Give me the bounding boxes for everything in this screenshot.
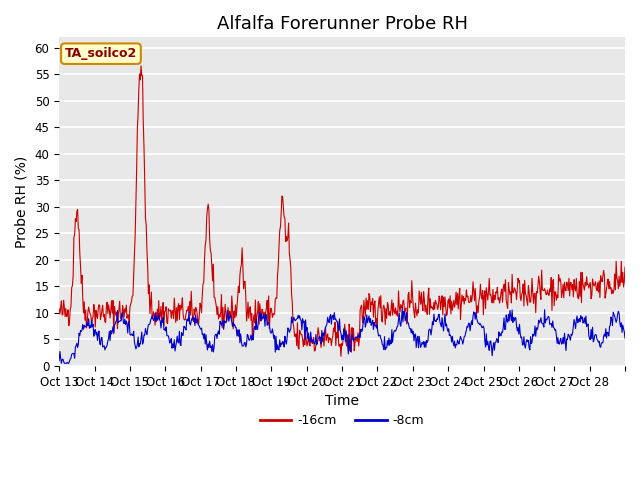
Title: Alfalfa Forerunner Probe RH: Alfalfa Forerunner Probe RH bbox=[216, 15, 468, 33]
X-axis label: Time: Time bbox=[325, 394, 359, 408]
Legend: -16cm, -8cm: -16cm, -8cm bbox=[255, 409, 429, 432]
Text: TA_soilco2: TA_soilco2 bbox=[65, 47, 137, 60]
Y-axis label: Probe RH (%): Probe RH (%) bbox=[15, 156, 29, 248]
